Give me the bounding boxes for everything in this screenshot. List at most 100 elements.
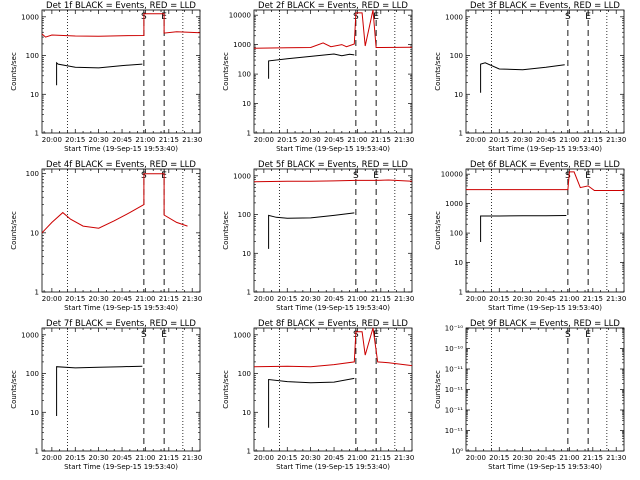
chart-title: Det 3f BLACK = Events, RED = LLD <box>470 1 620 11</box>
x-tick-label: 21:30 <box>394 136 414 144</box>
x-axis-label: Start Time (19-Sep-15 19:53:40) <box>276 463 390 471</box>
x-tick-label: 20:45 <box>536 136 556 144</box>
series-events-line <box>56 365 143 416</box>
plot-frame <box>465 168 625 293</box>
x-tick-label: 20:00 <box>42 454 62 462</box>
x-axis-label: Start Time (19-Sep-15 19:53:40) <box>64 304 178 312</box>
y-axis-label: Counts/sec <box>222 211 230 250</box>
y-axis-label: Counts/sec <box>434 52 442 91</box>
x-tick-label: 20:15 <box>277 454 297 462</box>
x-tick-label: 20:45 <box>536 454 556 462</box>
y-tick-label: 1000 <box>445 200 463 208</box>
y-tick-label: 10 <box>242 409 251 417</box>
x-tick-label: 20:15 <box>489 454 509 462</box>
y-tick-label: 100 <box>238 71 251 79</box>
panel-det-7: Det 7f BLACK = Events, RED = LLD 20:00 20:… <box>10 319 202 471</box>
x-tick-label: 21:00 <box>559 295 579 303</box>
series-events-line <box>268 377 355 428</box>
x-tick-label: 21:00 <box>559 136 579 144</box>
x-tick-label: 20:15 <box>277 295 297 303</box>
y-tick-label: 10⁻¹⁰ <box>445 325 463 333</box>
y-tick-label: 10000 <box>441 171 463 179</box>
x-tick-label: 21:15 <box>159 454 179 462</box>
x-tick-label: 20:00 <box>42 136 62 144</box>
y-tick-label: 1 <box>247 130 251 138</box>
x-axis-label: Start Time (19-Sep-15 19:53:40) <box>488 145 602 153</box>
marker-label: S <box>565 171 571 181</box>
x-tick-label: 21:30 <box>606 454 626 462</box>
plot-frame <box>41 327 201 452</box>
plot-frame <box>253 168 413 293</box>
x-tick-label: 21:30 <box>394 454 414 462</box>
x-tick-label: 21:00 <box>347 454 367 462</box>
marker-label: E <box>585 330 591 340</box>
y-tick-label: 1000 <box>21 13 39 21</box>
y-axis-label: Counts/sec <box>222 52 230 91</box>
x-axis-label: Start Time (19-Sep-15 19:53:40) <box>64 145 178 153</box>
plot-frame <box>253 327 413 452</box>
marker-label: E <box>585 171 591 181</box>
series-lld-line <box>41 13 201 38</box>
x-tick-label: 20:45 <box>112 136 132 144</box>
marker-label: E <box>373 330 379 340</box>
y-tick-label: 10⁻¹¹ <box>445 427 463 435</box>
plot-frame <box>41 9 201 134</box>
marker-label: S <box>565 330 571 340</box>
chart-title: Det 1f BLACK = Events, RED = LLD <box>46 1 196 11</box>
x-tick-label: 20:30 <box>89 136 109 144</box>
marker-label: E <box>161 330 167 340</box>
x-tick-label: 20:00 <box>254 295 274 303</box>
y-tick-label: 1000 <box>233 41 251 49</box>
x-tick-label: 20:00 <box>466 454 486 462</box>
y-tick-label: 1000 <box>21 331 39 339</box>
x-axis-label: Start Time (19-Sep-15 19:53:40) <box>276 145 390 153</box>
y-tick-label: 10 <box>242 250 251 258</box>
x-tick-label: 21:00 <box>559 454 579 462</box>
plot-frame <box>465 327 625 452</box>
series-events-line <box>56 61 143 86</box>
x-tick-label: 20:30 <box>513 454 533 462</box>
x-tick-label: 20:30 <box>301 136 321 144</box>
y-tick-label: 10 <box>30 229 39 237</box>
x-tick-label: 21:15 <box>371 136 391 144</box>
x-tick-label: 21:15 <box>371 295 391 303</box>
x-tick-label: 21:15 <box>159 295 179 303</box>
y-tick-label: 1 <box>247 448 251 456</box>
series-lld-line <box>253 179 413 183</box>
x-tick-label: 20:00 <box>466 136 486 144</box>
x-tick-label: 20:30 <box>513 295 533 303</box>
y-tick-label: 10 <box>30 91 39 99</box>
marker-label: S <box>353 171 359 181</box>
y-tick-label: 100 <box>238 370 251 378</box>
x-axis-label: Start Time (19-Sep-15 19:53:40) <box>64 463 178 471</box>
chart-title: Det 8f BLACK = Events, RED = LLD <box>258 319 408 329</box>
marker-label: E <box>373 171 379 181</box>
x-tick-label: 20:15 <box>65 454 85 462</box>
x-tick-label: 20:30 <box>89 295 109 303</box>
x-tick-label: 20:45 <box>324 454 344 462</box>
x-tick-label: 21:30 <box>182 295 202 303</box>
y-tick-label: 100 <box>450 52 463 60</box>
series-lld-line <box>253 9 413 49</box>
y-tick-label: 100 <box>26 370 39 378</box>
y-tick-label: 10 <box>454 259 463 267</box>
y-tick-label: 100 <box>238 211 251 219</box>
x-tick-label: 20:00 <box>466 295 486 303</box>
y-tick-label: 1 <box>247 289 251 297</box>
marker-label: E <box>585 12 591 22</box>
y-tick-label: 10000 <box>229 12 251 20</box>
chart-title: Det 7f BLACK = Events, RED = LLD <box>46 319 196 329</box>
y-tick-label: 10 <box>242 100 251 108</box>
x-tick-label: 20:15 <box>65 136 85 144</box>
panel-det-3: Det 3f BLACK = Events, RED = LLD 20:00 20:… <box>434 1 626 153</box>
y-tick-label: 10⁻¹¹ <box>445 386 463 394</box>
x-axis-label: Start Time (19-Sep-15 19:53:40) <box>488 304 602 312</box>
series-events-line <box>480 62 565 93</box>
